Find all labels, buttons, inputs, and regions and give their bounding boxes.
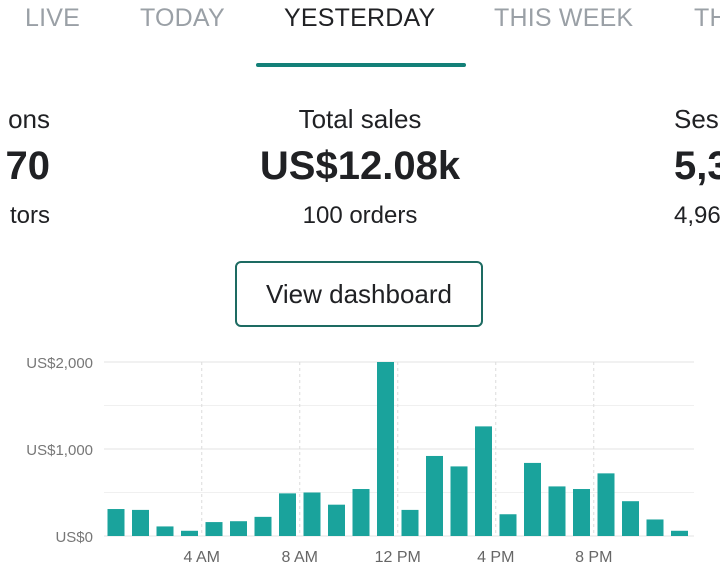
metric-total-sales-label: Total sales <box>298 104 422 134</box>
date-range-tabs: LIVE TODAY YESTERDAY THIS WEEK TH <box>0 0 720 70</box>
metric-visitors-sub: tors <box>9 202 50 229</box>
bar-22 <box>646 519 664 536</box>
metric-total-sales-value: US$12.08k <box>259 144 461 188</box>
bar-9 <box>328 504 345 536</box>
bar-18 <box>548 486 566 536</box>
tab-today[interactable]: TODAY <box>140 4 225 32</box>
tab-this-month[interactable]: TH <box>694 4 720 32</box>
view-dashboard-button[interactable]: View dashboard <box>235 261 483 327</box>
metric-visitors: ons 70 tors <box>0 104 51 236</box>
bar-5 <box>230 521 247 536</box>
bar-20 <box>597 473 615 536</box>
metric-sessions-label: Ses <box>674 104 719 134</box>
bar-8 <box>303 492 321 536</box>
bar-15 <box>475 426 492 536</box>
bar-6 <box>254 516 272 536</box>
metric-total-sales-orders: 100 orders <box>302 202 418 229</box>
x-tick-label: 12 PM <box>375 549 421 566</box>
metric-visitors-value: 70 <box>5 144 51 188</box>
bar-14 <box>450 466 468 536</box>
bar-7 <box>279 493 296 536</box>
x-tick-label: 4 PM <box>477 549 514 566</box>
y-tick-label: US$2,000 <box>26 355 93 372</box>
tab-live[interactable]: LIVE <box>25 4 80 32</box>
bar-21 <box>622 501 639 536</box>
tab-yesterday[interactable]: YESTERDAY <box>284 4 436 32</box>
metric-sessions-sub: 4,96 <box>674 202 720 229</box>
bar-13 <box>426 455 443 536</box>
bar-23 <box>671 530 688 536</box>
bar-0 <box>107 509 125 536</box>
bar-10 <box>352 489 370 536</box>
bar-11 <box>377 362 394 536</box>
bar-4 <box>205 522 223 536</box>
metric-total-sales: Total sales US$12.08k 100 orders <box>210 104 510 236</box>
tab-this-week[interactable]: THIS WEEK <box>494 4 634 32</box>
x-tick-label: 4 AM <box>184 549 220 566</box>
x-tick-label: 8 PM <box>575 549 612 566</box>
active-tab-indicator <box>256 63 466 67</box>
y-tick-label: US$1,000 <box>26 442 93 459</box>
bar-16 <box>499 514 517 536</box>
bar-2 <box>156 526 174 536</box>
bar-12 <box>401 509 419 536</box>
bar-1 <box>132 509 149 536</box>
metric-visitors-label: ons <box>8 104 50 134</box>
metric-sessions-value: 5,3 <box>674 144 720 188</box>
x-tick-label: 8 AM <box>282 549 318 566</box>
metric-sessions: Ses 5,3 4,96 <box>674 104 720 236</box>
bar-17 <box>524 462 541 536</box>
y-tick-label: US$0 <box>55 529 93 546</box>
sales-bar-chart: US$0 US$1,000 US$2,000 4 AM 8 AM 12 PM 4 PM 8 P… <box>26 355 694 566</box>
bar-3 <box>181 530 198 536</box>
bar-19 <box>573 489 590 536</box>
